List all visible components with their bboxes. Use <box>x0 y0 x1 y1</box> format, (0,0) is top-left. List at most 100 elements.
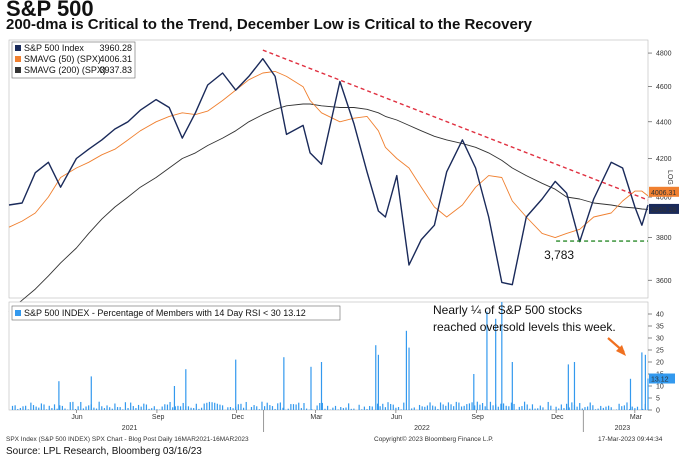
rsi-bar <box>27 409 29 410</box>
rsi-bar <box>69 402 71 410</box>
price-y-tick-label: 4800 <box>656 51 672 58</box>
rsi-bar <box>573 362 576 410</box>
rsi-bar <box>256 406 258 410</box>
rsi-y-tick-label: 30 <box>656 336 664 343</box>
rsi-bar <box>324 408 326 410</box>
rsi-bar <box>332 407 334 410</box>
rsi-bar <box>153 406 155 410</box>
rsi-bar <box>93 407 95 410</box>
rsi-bar <box>58 381 60 410</box>
rsi-bar <box>103 408 106 410</box>
rsi-bar <box>130 402 132 410</box>
rsi-bar <box>642 408 644 410</box>
rsi-bar <box>521 406 523 410</box>
support-label: 3,783 <box>544 248 574 262</box>
rsi-bar <box>95 408 98 410</box>
rsi-bar <box>647 378 649 410</box>
rsi-bar <box>80 401 82 410</box>
rsi-bar <box>644 354 646 410</box>
rsi-bar <box>584 407 586 410</box>
month-label: Jun <box>391 414 402 421</box>
rsi-bar <box>200 407 203 410</box>
rsi-bar <box>271 406 274 410</box>
chart-subtitle: 200-dma is Critical to the Trend, Decemb… <box>6 16 532 33</box>
rsi-bar <box>534 408 536 410</box>
rsi-bar <box>608 405 610 410</box>
rsi-bar <box>214 402 216 410</box>
price-y-tick-label: 3600 <box>656 278 672 285</box>
rsi-bar <box>421 406 423 410</box>
rsi-bar <box>481 403 484 410</box>
rsi-bar <box>363 406 365 410</box>
month-label: Sep <box>471 414 484 421</box>
rsi-bar <box>216 403 218 410</box>
rsi-bar <box>581 408 583 410</box>
rsi-bar <box>51 408 53 410</box>
rsi-bar <box>106 405 108 410</box>
rsi-bar <box>605 406 607 410</box>
legend-swatch <box>15 56 21 62</box>
rsi-bar <box>227 407 229 410</box>
rsi-bar <box>61 405 63 410</box>
rsi-legend-label: S&P 500 INDEX - Percentage of Members wi… <box>24 308 306 318</box>
rsi-legend: S&P 500 INDEX - Percentage of Members wi… <box>11 305 341 321</box>
rsi-legend-box <box>11 305 341 321</box>
rsi-bar <box>371 406 373 410</box>
rsi-bar <box>621 406 623 410</box>
legend-value: 3960.28 <box>99 43 132 53</box>
rsi-bar <box>455 401 457 410</box>
rsi-legend-swatch <box>15 310 21 316</box>
rsi-bar <box>487 409 489 410</box>
rsi-bar <box>377 354 379 410</box>
rsi-bar <box>198 408 200 410</box>
rsi-bar <box>641 352 643 410</box>
rsi-bar <box>185 369 187 410</box>
month-label: Dec <box>232 414 245 421</box>
rsi-bar <box>558 408 560 410</box>
rsi-bar <box>376 403 379 410</box>
month-label: Sep <box>152 414 165 421</box>
rsi-bar <box>408 347 410 410</box>
legend-swatch <box>15 67 21 73</box>
rsi-bar <box>174 406 176 410</box>
legend-label: SMAVG (50) (SPX) <box>24 54 101 64</box>
legend-box <box>11 41 136 79</box>
rsi-bar <box>468 403 471 410</box>
year-label: 2023 <box>615 425 631 432</box>
rsi-bar <box>600 405 602 410</box>
price-y-tick-label: 4400 <box>656 119 672 126</box>
rsi-bar <box>156 409 158 410</box>
rsi-bar <box>576 406 578 410</box>
series-line-sma50 <box>8 70 649 239</box>
rsi-bar <box>172 407 174 410</box>
month-label: Dec <box>551 414 564 421</box>
rsi-bar <box>206 402 208 410</box>
rsi-bar <box>182 402 184 410</box>
rsi-bar <box>523 401 526 410</box>
rsi-bar <box>320 362 323 410</box>
rsi-bar <box>82 408 85 410</box>
rsi-bar <box>476 401 478 410</box>
rsi-bar <box>426 405 429 410</box>
footer-center: Copyright© 2023 Bloomberg Finance L.P. <box>374 436 494 443</box>
rsi-bar <box>366 409 368 410</box>
rsi-y-tick-label: 40 <box>656 312 664 319</box>
year-label: 2021 <box>122 425 138 432</box>
rsi-bar <box>424 406 426 410</box>
rsi-bar <box>311 409 313 410</box>
rsi-bar <box>497 406 499 410</box>
rsi-bar <box>245 401 247 410</box>
rsi-bar <box>298 402 300 410</box>
rsi-bar <box>187 406 190 410</box>
rsi-bar <box>74 408 77 410</box>
rsi-bar <box>177 405 179 410</box>
rsi-bar <box>303 403 305 410</box>
rsi-bar <box>242 407 245 410</box>
price-tag-label: 3960.28 <box>651 207 676 214</box>
rsi-bar <box>111 408 113 410</box>
rsi-bar <box>587 406 589 410</box>
rsi-bar <box>361 409 363 410</box>
rsi-bar <box>460 406 463 410</box>
rsi-bar <box>90 376 92 410</box>
